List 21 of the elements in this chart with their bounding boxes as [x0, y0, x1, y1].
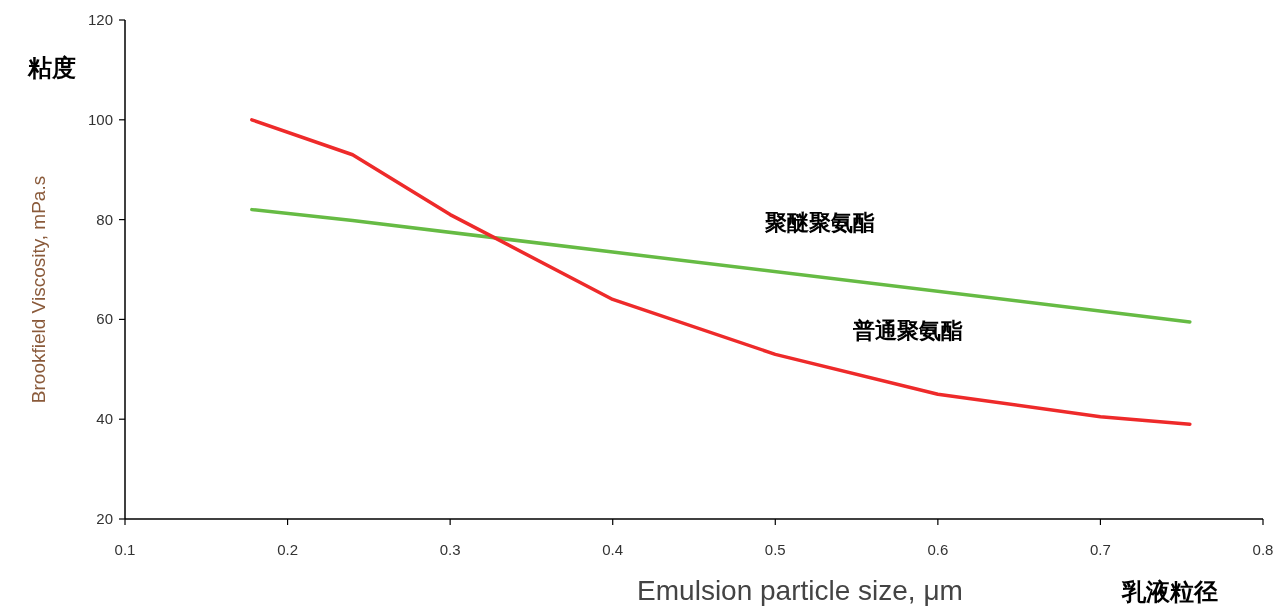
y-tick-label: 80 — [96, 210, 113, 228]
x-tick-label: 0.5 — [764, 541, 786, 558]
x-tick-label: 0.4 — [602, 541, 624, 558]
x-tick-label: 0.2 — [277, 541, 298, 558]
x-axis-title: Emulsion particle size, μm — [637, 575, 963, 606]
x-tick-label: 0.8 — [1252, 541, 1274, 558]
series-label: 普通聚氨酯 — [852, 318, 963, 343]
line-series — [250, 118, 1192, 426]
x-tick-label: 0.6 — [927, 541, 949, 558]
series-label: 聚醚聚氨酯 — [764, 210, 875, 235]
y-tick-label: 40 — [96, 410, 113, 428]
text: 乳液粒径 — [1121, 578, 1218, 605]
x-tick-label: 0.7 — [1090, 541, 1111, 558]
y-tick-label: 120 — [87, 11, 113, 28]
text: 粘度 — [27, 54, 76, 81]
y-axis-title: Brookfield Viscosity, mPa.s — [28, 175, 49, 404]
x-tick-label: 0.3 — [439, 541, 461, 558]
x-tick-label: 0.1 — [114, 541, 136, 558]
y-tick-label: 100 — [87, 110, 113, 128]
y-tick-label: 60 — [96, 310, 113, 328]
y-tick-label: 20 — [96, 510, 113, 527]
